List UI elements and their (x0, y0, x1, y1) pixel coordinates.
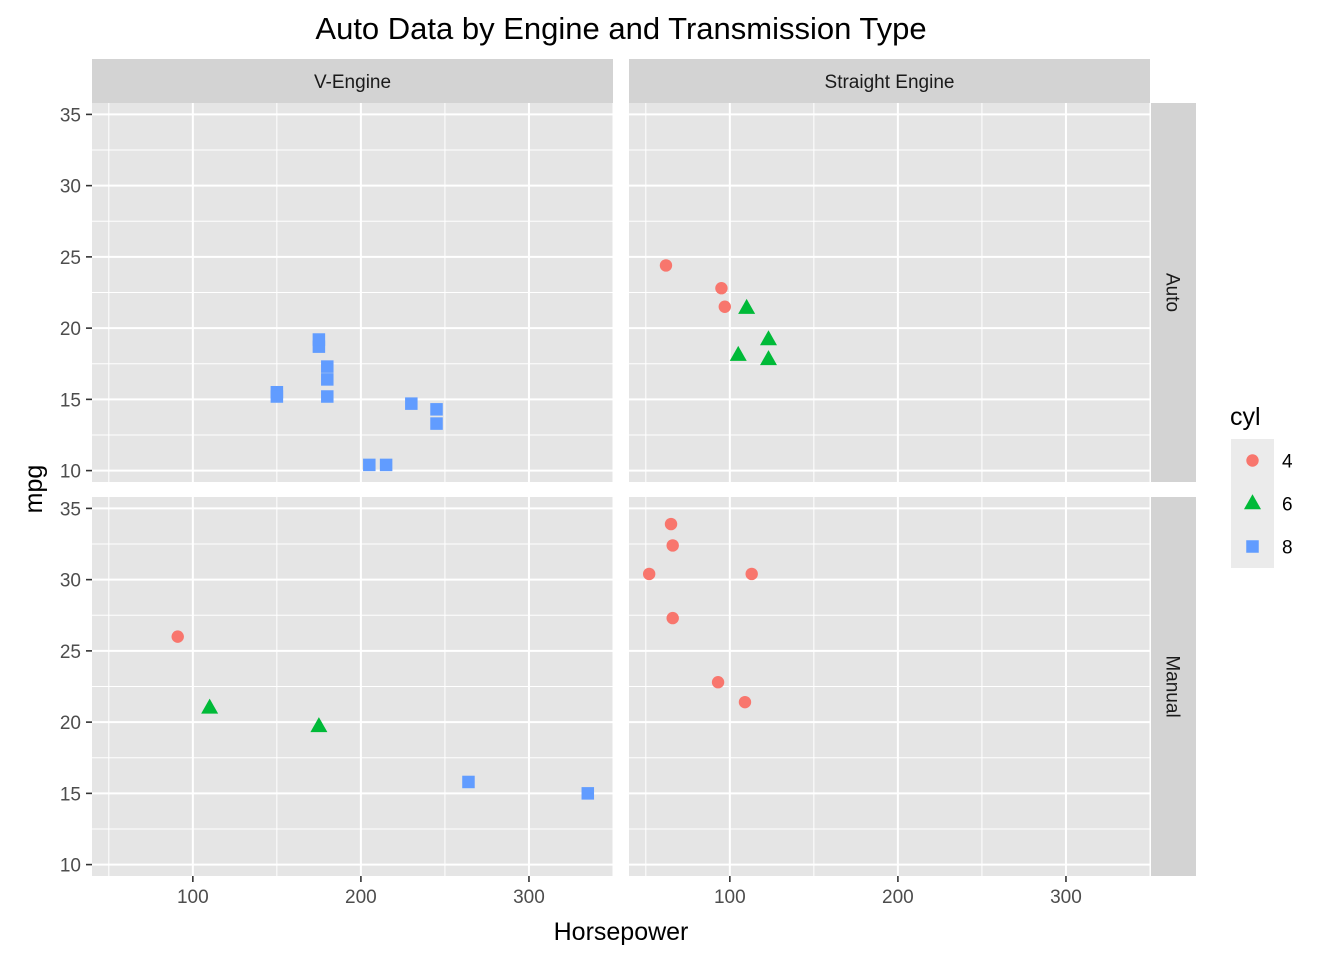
legend-key-circle (1246, 454, 1259, 467)
panel-0-0 (92, 103, 614, 482)
x-tick-label: 100 (714, 887, 746, 908)
data-point-cyl-4 (666, 611, 679, 625)
legend: cyl 4 6 8 (1230, 403, 1293, 568)
y-tick-label: 25 (60, 642, 81, 663)
row-strip-label: Manual (1162, 655, 1183, 717)
y-tick-label: 35 (60, 499, 81, 520)
legend-key-square (1246, 540, 1259, 553)
x-tick-label: 200 (345, 887, 377, 908)
legend-label: 8 (1282, 538, 1293, 559)
data-point-cyl-8 (462, 775, 475, 789)
data-point-cyl-4 (171, 630, 184, 643)
data-point-cyl-8 (379, 458, 393, 472)
data-point-cyl-8 (321, 390, 334, 403)
data-point-cyl-6 (729, 345, 747, 361)
legend-label: 6 (1282, 495, 1293, 516)
y-tick-label: 35 (60, 105, 81, 126)
data-point-cyl-4 (745, 567, 758, 581)
data-point-cyl-4 (711, 676, 725, 689)
data-point-cyl-4 (642, 567, 656, 581)
y-tick-label: 15 (60, 784, 81, 805)
y-tick-label: 10 (60, 462, 81, 483)
row-strip (1151, 103, 1196, 482)
column-strip (629, 59, 1150, 103)
data-point-cyl-4 (664, 517, 678, 531)
panel-0-1 (629, 103, 1151, 482)
data-point-cyl-6 (310, 717, 328, 733)
x-tick-label: 100 (177, 887, 209, 908)
panel-1-0 (92, 497, 614, 876)
y-tick-label: 30 (60, 571, 81, 592)
data-point-cyl-6 (759, 350, 777, 366)
y-tick-label: 30 (60, 177, 81, 198)
legend-label: 4 (1282, 452, 1293, 473)
data-point-cyl-8 (430, 417, 443, 430)
data-point-cyl-8 (581, 787, 595, 800)
data-point-cyl-8 (270, 390, 284, 403)
column-strip (92, 59, 613, 103)
x-tick-label: 300 (1050, 887, 1082, 908)
data-point-cyl-8 (321, 360, 334, 373)
x-axis-title: Horsepower (554, 918, 689, 946)
column-strip-label: Straight Engine (825, 72, 955, 93)
data-point-cyl-4 (715, 282, 728, 295)
panel-1-1 (629, 497, 1151, 876)
data-point-cyl-6 (759, 330, 777, 346)
legend-title: cyl (1230, 403, 1261, 431)
y-tick-label: 20 (60, 713, 81, 734)
data-point-cyl-4 (659, 259, 673, 272)
row-strip (1151, 497, 1196, 876)
legend-key-triangle (1244, 494, 1261, 510)
data-point-cyl-4 (666, 539, 679, 552)
data-point-cyl-8 (321, 373, 334, 386)
column-strip-label: V-Engine (314, 72, 391, 93)
x-tick-label: 300 (513, 887, 545, 908)
x-tick-label: 200 (882, 887, 914, 908)
y-tick-label: 25 (60, 248, 81, 269)
y-axis-title: mpg (20, 465, 48, 514)
data-point-cyl-8 (312, 333, 326, 346)
data-point-cyl-8 (363, 458, 376, 472)
data-point-cyl-4 (738, 695, 752, 709)
data-point-cyl-6 (201, 698, 219, 714)
y-tick-label: 10 (60, 856, 81, 877)
data-point-cyl-6 (738, 298, 756, 314)
data-point-cyl-8 (405, 397, 418, 410)
chart-title: Auto Data by Engine and Transmission Typ… (315, 11, 926, 46)
panels-layer: V-Engine Straight Engine Auto Manual 10 15 20 2… (60, 59, 1196, 908)
data-point-cyl-4 (718, 300, 731, 313)
y-tick-label: 20 (60, 319, 81, 340)
row-strip-label: Auto (1162, 273, 1183, 312)
y-tick-label: 15 (60, 390, 81, 411)
data-point-cyl-8 (430, 403, 443, 416)
